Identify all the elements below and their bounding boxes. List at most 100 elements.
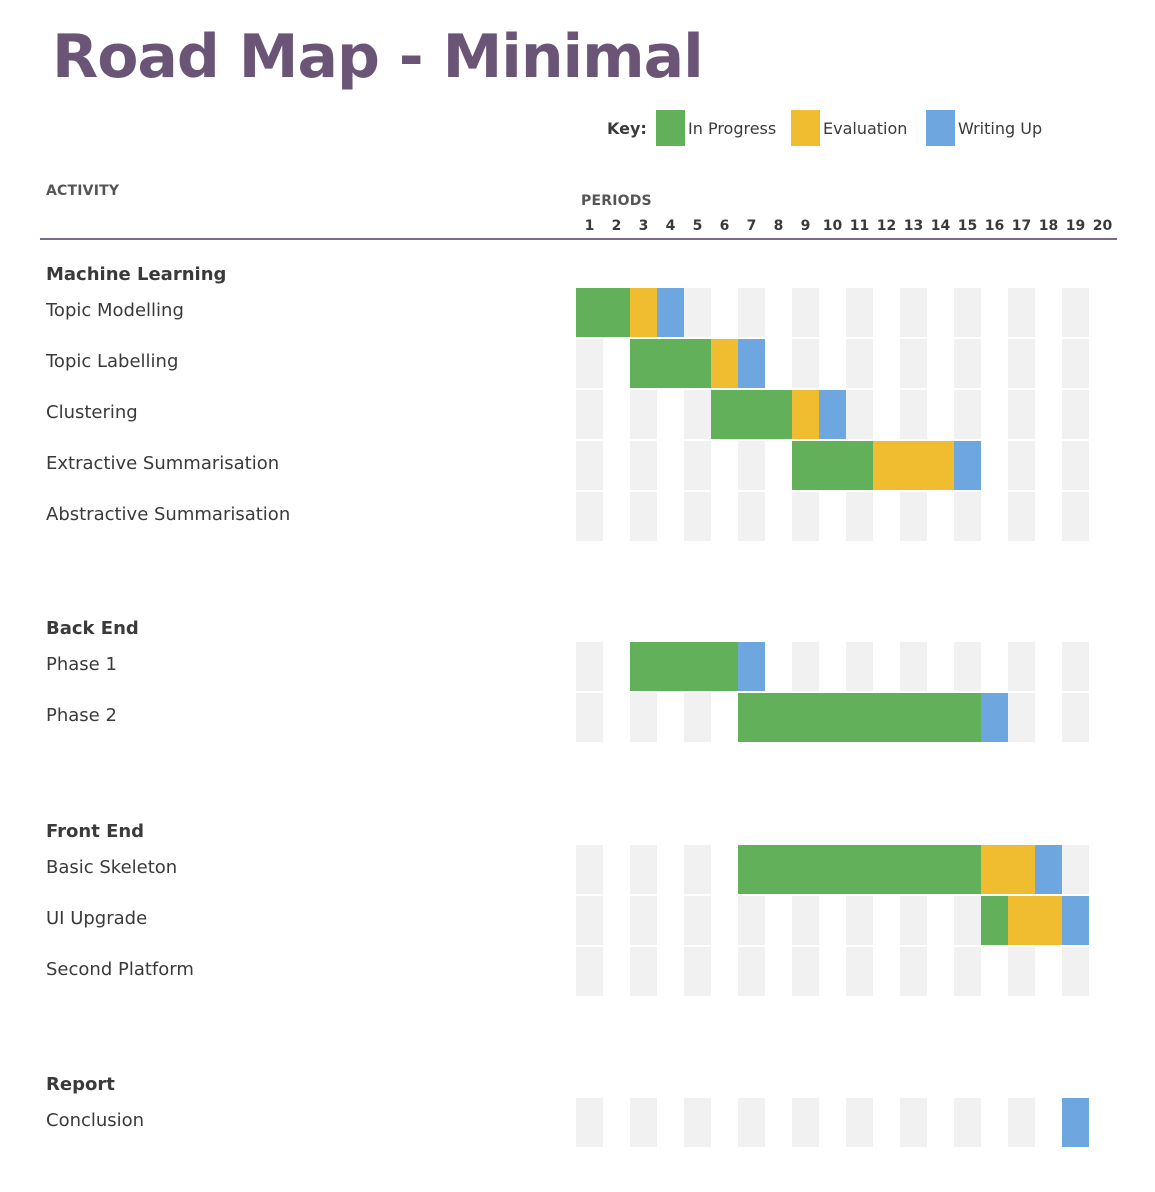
bar-topic-labelling-evaluation [711,339,738,388]
legend-swatch-writing-up [926,110,955,146]
legend-key-label: Key: [607,119,647,138]
grid-cell [576,1098,603,1147]
grid-cell [630,390,657,439]
grid-cell [792,642,819,691]
period-number-6: 6 [719,218,730,234]
grid-cell [954,390,981,439]
section-title-machine-learning: Machine Learning [46,264,227,285]
task-label-abstractive-summarisation: Abstractive Summarisation [46,504,291,525]
bar-clustering-writing-up [819,390,846,439]
grid-cell [1008,1098,1035,1147]
period-number-3: 3 [638,218,649,234]
grid-cell [630,896,657,945]
task-label-clustering: Clustering [46,402,138,423]
section-title-report: Report [46,1074,115,1095]
period-number-10: 10 [822,218,843,234]
grid-cell [954,1098,981,1147]
legend-swatch-evaluation [791,110,820,146]
bar-topic-modelling-writing-up [657,288,684,337]
bar-extractive-summarisation-evaluation [873,441,954,490]
grid-cell [1008,288,1035,337]
grid-cell [1008,441,1035,490]
period-number-17: 17 [1011,218,1032,234]
activity-header: ACTIVITY [46,183,120,199]
period-number-2: 2 [611,218,622,234]
period-number-1: 1 [584,218,595,234]
bar-basic-skeleton-evaluation [981,845,1035,894]
grid-cell [900,947,927,996]
bar-phase-1-in-progress [630,642,738,691]
task-label-topic-labelling: Topic Labelling [46,351,179,372]
grid-cell [846,390,873,439]
bar-topic-labelling-writing-up [738,339,765,388]
grid-cell [1062,947,1089,996]
period-number-16: 16 [984,218,1005,234]
grid-cell [684,845,711,894]
task-label-conclusion: Conclusion [46,1110,145,1131]
bar-topic-modelling-evaluation [630,288,657,337]
grid-cell [1008,339,1035,388]
grid-cell [684,693,711,742]
grid-cell [576,693,603,742]
legend-label-evaluation: Evaluation [823,119,908,138]
period-number-7: 7 [746,218,757,234]
grid-cell [900,339,927,388]
period-number-12: 12 [876,218,897,234]
period-number-20: 20 [1092,218,1113,234]
grid-cell [1062,390,1089,439]
grid-cell [630,845,657,894]
grid-cell [900,288,927,337]
grid-cell [792,947,819,996]
bar-phase-2-writing-up [981,693,1008,742]
period-number-13: 13 [903,218,924,234]
task-label-phase-2: Phase 2 [46,705,117,726]
grid-cell [738,288,765,337]
grid-cell [1008,947,1035,996]
legend-swatch-in-progress [656,110,685,146]
grid-cell [846,492,873,541]
grid-cell [900,896,927,945]
period-number-19: 19 [1065,218,1086,234]
period-number-5: 5 [692,218,703,234]
bar-clustering-in-progress [711,390,792,439]
header-rule [40,238,1117,240]
period-number-8: 8 [773,218,784,234]
bar-basic-skeleton-in-progress [738,845,981,894]
bar-basic-skeleton-writing-up [1035,845,1062,894]
grid-cell [1062,845,1089,894]
grid-cell [738,947,765,996]
grid-cell [630,947,657,996]
bar-phase-2-in-progress [738,693,981,742]
task-label-extractive-summarisation: Extractive Summarisation [46,453,280,474]
grid-cell [954,642,981,691]
grid-cell [738,896,765,945]
bar-clustering-evaluation [792,390,819,439]
task-label-basic-skeleton: Basic Skeleton [46,857,178,878]
page-title: Road Map - Minimal [52,22,704,92]
period-number-18: 18 [1038,218,1059,234]
grid-cell [846,288,873,337]
grid-cell [738,1098,765,1147]
grid-cell [684,1098,711,1147]
grid-cell [576,441,603,490]
grid-cell [684,441,711,490]
period-number-14: 14 [930,218,951,234]
task-label-topic-modelling: Topic Modelling [46,300,184,321]
grid-cell [1008,492,1035,541]
bar-phase-1-writing-up [738,642,765,691]
grid-cell [846,947,873,996]
grid-cell [1008,390,1035,439]
bar-topic-labelling-in-progress [630,339,711,388]
grid-cell [1008,693,1035,742]
grid-cell [954,288,981,337]
period-number-9: 9 [800,218,811,234]
bar-ui-upgrade-writing-up [1062,896,1089,945]
grid-cell [846,642,873,691]
grid-cell [630,441,657,490]
grid-cell [954,947,981,996]
task-label-ui-upgrade: UI Upgrade [46,908,148,929]
grid-cell [954,896,981,945]
bar-conclusion-writing-up [1062,1098,1089,1147]
period-number-11: 11 [849,218,870,234]
grid-cell [792,492,819,541]
